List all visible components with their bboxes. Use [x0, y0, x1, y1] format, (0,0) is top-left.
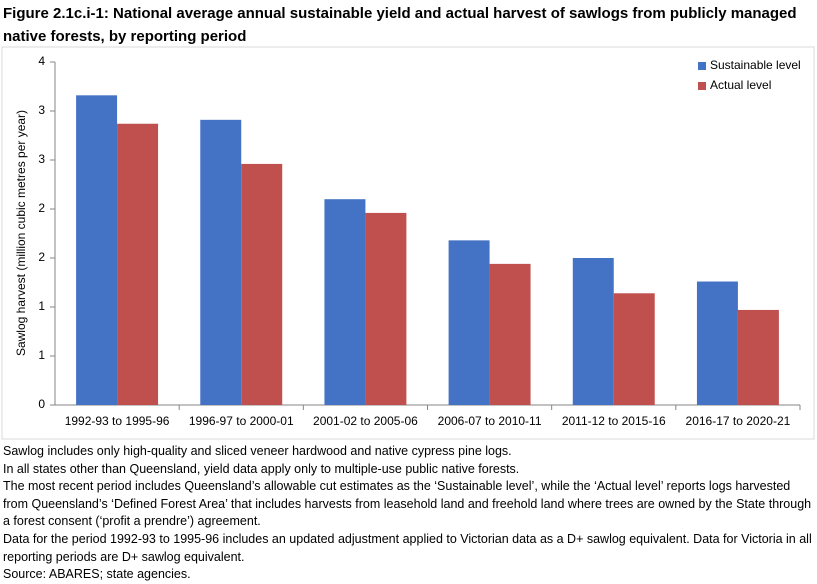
- bar: [241, 163, 283, 405]
- note: Sawlog includes only high-quality and sl…: [3, 444, 512, 458]
- bar: [613, 293, 655, 405]
- bar: [696, 281, 738, 405]
- bar: [572, 258, 614, 405]
- y-axis-title: Sawlog harvest (million cubic metres per…: [14, 110, 28, 356]
- note: In all states other than Queensland, yie…: [3, 461, 520, 476]
- note: The most recent period includes Queensla…: [3, 479, 812, 529]
- legend-label: Sustainable level: [710, 58, 801, 72]
- bar: [365, 212, 407, 405]
- note: Source: ABARES; state agencies.: [3, 567, 191, 582]
- bar: [737, 309, 779, 405]
- bar: [448, 240, 490, 405]
- chart-border: [1, 46, 815, 440]
- chart: Sawlog harvest (million cubic metres per…: [1, 46, 815, 440]
- bar: [489, 263, 531, 405]
- bar: [200, 119, 242, 405]
- bar: [324, 199, 366, 405]
- x-tick-label: 2006-07 to 2010-11: [438, 414, 542, 428]
- x-tick-label: 2011-12 to 2015-16: [562, 414, 666, 428]
- y-tick-label: 2: [38, 250, 45, 264]
- y-tick-label: 4: [38, 54, 45, 68]
- legend-label: Actual level: [710, 78, 771, 92]
- x-tick-label: 1992-93 to 1995-96: [65, 414, 170, 428]
- y-tick-label: 3: [38, 103, 45, 117]
- legend-swatch: [698, 62, 706, 70]
- y-tick-label: 1: [38, 348, 45, 362]
- y-tick-label: 3: [38, 152, 45, 166]
- x-tick-label: 1996-97 to 2000-01: [189, 414, 294, 428]
- x-tick-label: 2016-17 to 2020-21: [686, 414, 791, 428]
- y-tick-label: 2: [38, 201, 45, 215]
- notes: Sawlog includes only high-quality and sl…: [3, 443, 815, 584]
- bar: [117, 123, 159, 406]
- x-tick-label: 2001-02 to 2005-06: [313, 414, 418, 428]
- note: Data for the period 1992-93 to 1995-96 i…: [3, 531, 812, 564]
- legend-swatch: [698, 82, 706, 90]
- bar: [76, 95, 118, 405]
- y-tick-label: 1: [38, 299, 45, 313]
- chart-title: Figure 2.1c.i-1: National average annual…: [3, 5, 797, 45]
- y-tick-label: 0: [38, 397, 45, 411]
